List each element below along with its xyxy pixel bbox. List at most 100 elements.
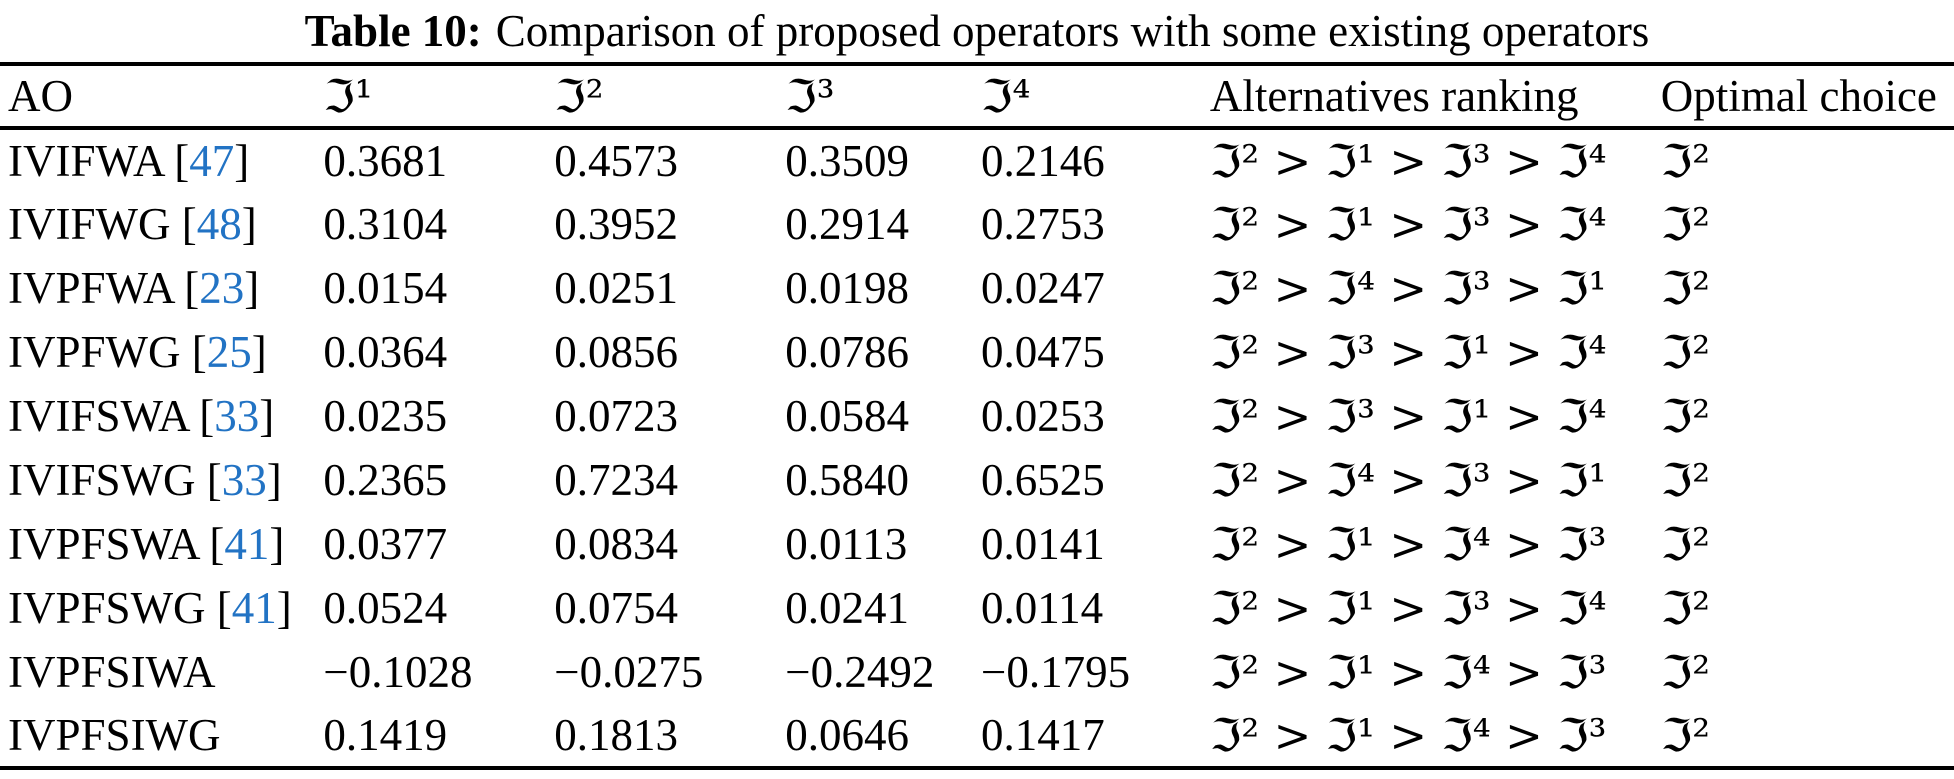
column-header-ranking: Alternatives ranking [1209, 64, 1661, 130]
citation-link[interactable]: 41 [224, 519, 270, 569]
operator-name: IVIFSWG [8, 455, 196, 505]
operator-name: IVPFSWA [8, 519, 199, 569]
operator-name: IVPFSIWG [8, 710, 221, 760]
ranking-cell: ℑ² > ℑ³ > ℑ¹ > ℑ⁴ [1209, 389, 1607, 443]
optimal-choice-cell: ℑ² [1660, 708, 1711, 762]
column-header-i1: ℑ¹ [323, 64, 555, 130]
ao-cell: IVPFSIWA [0, 640, 323, 704]
score-i3-cell: 0.0584 [785, 391, 909, 441]
operator-name: IVIFWA [8, 136, 163, 186]
score-i1-cell: 0.2365 [323, 455, 448, 505]
ao-cell: IVIFSWG [33] [8, 455, 282, 505]
score-i3-cell: 0.0786 [785, 327, 909, 377]
operator-name: IVPFSIWA [8, 647, 216, 697]
ao-cell: IVPFSIWG [0, 704, 323, 768]
score-i2-cell: 0.0754 [554, 583, 678, 633]
score-i3-cell: 0.0241 [785, 583, 909, 633]
ranking-cell: ℑ² > ℑ¹ > ℑ³ > ℑ⁴ [1209, 134, 1607, 188]
operator-name: IVPFWG [8, 327, 181, 377]
citation-link[interactable]: 48 [196, 199, 242, 249]
score-i1-cell: 0.0524 [323, 583, 448, 633]
score-i1-cell: 0.3104 [323, 199, 448, 249]
score-i4-cell: 0.0247 [980, 263, 1105, 313]
ranking-cell: ℑ² > ℑ⁴ > ℑ³ > ℑ¹ [1209, 261, 1607, 315]
citation-link[interactable]: 23 [199, 263, 245, 313]
score-i1-cell: −0.1028 [323, 647, 473, 697]
optimal-choice-cell: ℑ² [1660, 197, 1711, 251]
optimal-choice-cell: ℑ² [1660, 645, 1711, 699]
table-row: IVIFWG [48] 0.3104 0.3952 0.2914 0.2753 ℑ² > … [0, 192, 1954, 256]
ranking-cell: ℑ² > ℑ¹ > ℑ⁴ > ℑ³ [1209, 645, 1607, 699]
comparison-table: AO ℑ¹ ℑ² ℑ³ ℑ⁴ Alternatives ranking Optimal ch… [0, 62, 1954, 770]
optimal-choice-cell: ℑ² [1660, 517, 1711, 571]
score-i4-cell: 0.2146 [980, 136, 1105, 186]
citation-link[interactable]: 41 [231, 583, 277, 633]
score-i3-cell: −0.2492 [785, 647, 935, 697]
citation-link[interactable]: 25 [206, 327, 252, 377]
ranking-cell: ℑ² > ℑ³ > ℑ¹ > ℑ⁴ [1209, 325, 1607, 379]
column-header-optimal: Optimal choice [1660, 64, 1954, 130]
table-row: IVPFWA [23] 0.0154 0.0251 0.0198 0.0247 ℑ² > … [0, 256, 1954, 320]
score-i4-cell: 0.2753 [980, 199, 1105, 249]
score-i3-cell: 0.3509 [785, 136, 909, 186]
table-row: IVPFSWG [41] 0.0524 0.0754 0.0241 0.0114 ℑ² >… [0, 576, 1954, 640]
operator-name: IVIFWG [8, 199, 171, 249]
table-caption: Table 10: Comparison of proposed operator… [0, 0, 1954, 62]
score-i4-cell: 0.1417 [980, 710, 1105, 760]
table-caption-text: Comparison of proposed operators with so… [495, 6, 1650, 56]
ao-cell: IVPFSWA [41] [8, 519, 285, 569]
score-i1-cell: 0.1419 [323, 710, 448, 760]
table-row: IVIFSWG [33] 0.2365 0.7234 0.5840 0.6525 ℑ² >… [0, 448, 1954, 512]
score-i4-cell: 0.0114 [980, 583, 1104, 633]
score-i2-cell: 0.0251 [554, 263, 678, 313]
table-row: IVIFWA [47] 0.3681 0.4573 0.3509 0.2146 ℑ² > … [0, 128, 1954, 192]
score-i3-cell: 0.5840 [785, 455, 909, 505]
ao-cell: IVPFWG [25] [8, 327, 267, 377]
score-i2-cell: 0.3952 [554, 199, 678, 249]
score-i4-cell: 0.6525 [980, 455, 1105, 505]
table-row: IVPFSIWA −0.1028 −0.0275 −0.2492 −0.1795 ℑ² >… [0, 640, 1954, 704]
score-i4-cell: −0.1795 [980, 647, 1131, 697]
score-i2-cell: −0.0275 [554, 647, 704, 697]
optimal-choice-cell: ℑ² [1660, 261, 1711, 315]
score-i3-cell: 0.0198 [785, 263, 909, 313]
optimal-choice-cell: ℑ² [1660, 389, 1711, 443]
operator-name: IVPFWA [8, 263, 174, 313]
score-i2-cell: 0.0856 [554, 327, 678, 377]
score-i1-cell: 0.0364 [323, 327, 448, 377]
column-header-i4: ℑ⁴ [980, 64, 1210, 130]
citation-link[interactable]: 33 [214, 391, 260, 441]
score-i4-cell: 0.0141 [980, 519, 1105, 569]
citation-link[interactable]: 33 [221, 455, 267, 505]
table-body: IVIFWA [47] 0.3681 0.4573 0.3509 0.2146 ℑ² > … [0, 128, 1954, 768]
score-i2-cell: 0.0723 [554, 391, 678, 441]
table-row: IVIFSWA [33] 0.0235 0.0723 0.0584 0.0253 ℑ² >… [0, 384, 1954, 448]
score-i3-cell: 0.0646 [785, 710, 909, 760]
optimal-choice-cell: ℑ² [1660, 325, 1711, 379]
column-header-i2: ℑ² [554, 64, 786, 130]
operator-name: IVPFSWG [8, 583, 206, 633]
ao-cell: IVPFWA [23] [8, 263, 260, 313]
table-head: AO ℑ¹ ℑ² ℑ³ ℑ⁴ Alternatives ranking Optimal ch… [0, 64, 1954, 130]
score-i1-cell: 0.0235 [323, 391, 448, 441]
citation-link[interactable]: 47 [189, 136, 235, 186]
ao-cell: IVIFWA [47] [8, 136, 250, 186]
score-i2-cell: 0.1813 [554, 710, 678, 760]
score-i4-cell: 0.0475 [980, 327, 1105, 377]
optimal-choice-cell: ℑ² [1660, 453, 1711, 507]
table-caption-label: Table 10: [304, 6, 482, 56]
operator-name: IVIFSWA [8, 391, 189, 441]
score-i2-cell: 0.7234 [554, 455, 678, 505]
table-row: IVPFSIWG 0.1419 0.1813 0.0646 0.1417 ℑ² > ℑ¹ … [0, 704, 1954, 768]
score-i1-cell: 0.0377 [323, 519, 448, 569]
table-row: IVPFWG [25] 0.0364 0.0856 0.0786 0.0475 ℑ² > … [0, 320, 1954, 384]
table-row: IVPFSWA [41] 0.0377 0.0834 0.0113 0.0141 ℑ² >… [0, 512, 1954, 576]
ranking-cell: ℑ² > ℑ¹ > ℑ⁴ > ℑ³ [1209, 517, 1607, 571]
score-i4-cell: 0.0253 [980, 391, 1105, 441]
ao-cell: IVPFSWG [41] [8, 583, 292, 633]
score-i3-cell: 0.2914 [785, 199, 909, 249]
column-header-ao: AO [0, 64, 324, 130]
header-row: AO ℑ¹ ℑ² ℑ³ ℑ⁴ Alternatives ranking Optimal ch… [0, 64, 1954, 130]
ranking-cell: ℑ² > ℑ¹ > ℑ⁴ > ℑ³ [1209, 708, 1607, 762]
